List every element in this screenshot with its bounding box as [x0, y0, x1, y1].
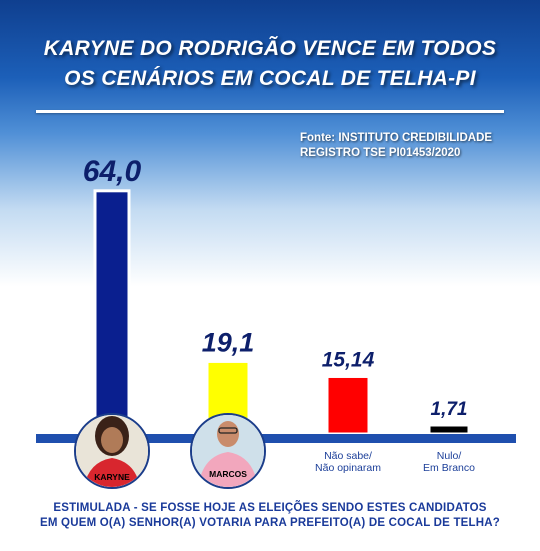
category-labels: Não sabe/Não opinaram Nulo/Em Branco	[315, 450, 475, 474]
karyne-photo: KARYNE	[74, 413, 150, 489]
bar-karyne	[93, 189, 131, 436]
question-line-1: ESTIMULADA - SE FOSSE HOJE AS ELEIÇÕES S…	[53, 502, 487, 514]
bar-nulo-branco	[427, 423, 471, 436]
title-divider	[36, 110, 504, 113]
chart-baseline	[36, 434, 516, 443]
category-label-nao-sabe-1: Não sabe/	[324, 450, 372, 462]
category-label-nulo-branco-2: Em Branco	[423, 462, 475, 474]
headline-line-1: KARYNE DO RODRIGÃO VENCE EM TODOS	[43, 37, 497, 60]
marcos-photo-name: MARCOS	[209, 469, 247, 479]
baseline-layer	[36, 434, 516, 443]
marcos-photo: MARCOS	[190, 413, 266, 489]
value-label-nulo-branco: 1,71	[431, 399, 468, 420]
question-line-2: EM QUEM O(A) SENHOR(A) VOTARIA PARA PREF…	[40, 517, 500, 529]
category-label-nao-sabe-2: Não opinaram	[315, 462, 381, 474]
bars-layer: 64,0 19,1 15,14 1,71	[83, 155, 471, 436]
source-line: Fonte: INSTITUTO CREDIBILIDADE	[300, 132, 493, 144]
category-label-nulo-branco-1: Nulo/	[437, 450, 462, 462]
headline-line-2: OS CENÁRIOS EM COCAL DE TELHA-PI	[64, 67, 476, 90]
candidate-photos: KARYNE MARCOS	[74, 413, 266, 489]
value-label-karyne: 64,0	[83, 155, 142, 188]
registration-line: REGISTRO TSE PI01453/2020	[300, 147, 461, 159]
karyne-photo-name: KARYNE	[94, 472, 130, 482]
value-label-nao-sabe: 15,14	[322, 348, 375, 371]
value-label-marcos: 19,1	[202, 327, 255, 357]
bar-nao-sabe	[325, 374, 371, 436]
